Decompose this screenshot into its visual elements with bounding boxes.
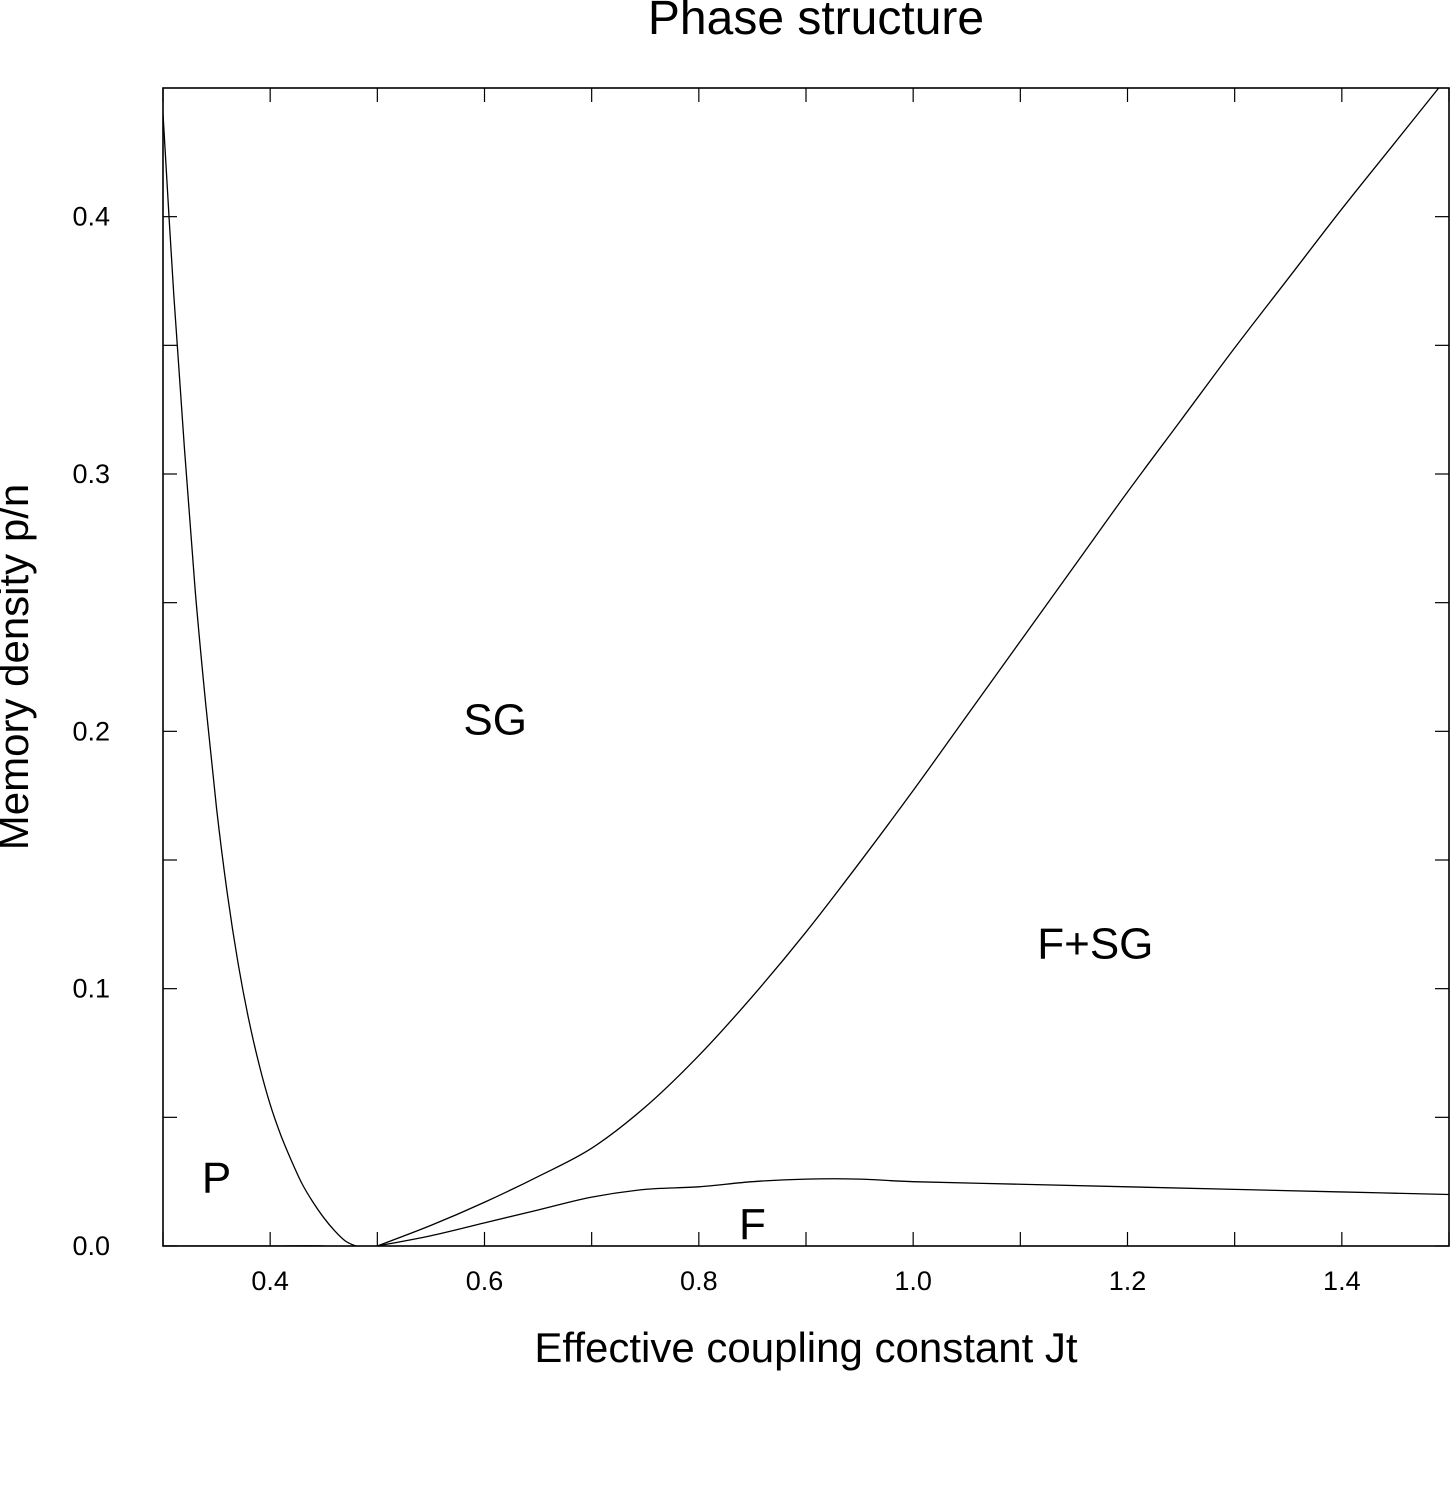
series-layer <box>163 88 1449 1246</box>
phase-boundary-line-4 <box>377 1178 1449 1246</box>
region-label: P <box>202 1154 231 1203</box>
ticks-layer: 0.4 0.6 0.8 1.0 1.2 1.4 0.0 0.1 0.2 0.3 0.4 <box>72 88 1450 1296</box>
x-tick-label: 0.4 <box>251 1266 289 1296</box>
x-tick-label: 0.6 <box>466 1266 504 1296</box>
y-axis-label: Memory density p/n <box>0 484 37 850</box>
y-tick-label: 0.1 <box>72 974 110 1004</box>
phase-boundary-line-1 <box>163 113 378 1246</box>
phase-boundary-line-2 <box>163 1245 378 1246</box>
region-label: F+SG <box>1037 919 1153 968</box>
x-tick-label: 1.0 <box>894 1266 932 1296</box>
y-tick-label: 0.0 <box>72 1231 110 1261</box>
y-tick-label: 0.2 <box>72 716 110 746</box>
chart-title: Phase structure <box>648 0 984 45</box>
phase-boundary-line-3 <box>377 88 1440 1246</box>
region-label: SG <box>463 695 527 744</box>
plot-frame <box>162 87 1450 1247</box>
x-axis-label: Effective coupling constant Jt <box>534 1324 1078 1371</box>
x-tick-label: 1.2 <box>1109 1266 1147 1296</box>
y-tick-label: 0.4 <box>72 202 110 232</box>
y-tick-label: 0.3 <box>72 459 110 489</box>
x-tick-label: 0.8 <box>680 1266 718 1296</box>
x-tick-label: 1.4 <box>1323 1266 1361 1296</box>
annotations-layer: SG F+SG P F <box>202 695 1154 1248</box>
region-label: F <box>739 1200 766 1249</box>
